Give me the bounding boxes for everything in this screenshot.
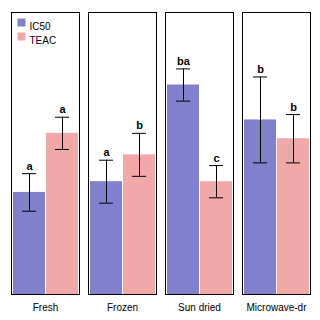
svg-text:b: b [257,63,264,75]
svg-text:ba: ba [177,55,191,67]
svg-text:a: a [26,160,33,172]
svg-text:Frozen: Frozen [107,302,138,313]
svg-text:Fresh: Fresh [33,302,59,313]
svg-text:a: a [103,146,110,158]
svg-text:IC50: IC50 [30,21,52,32]
svg-text:Sun dried: Sun dried [178,302,221,313]
svg-text:Microwave-dr: Microwave-dr [246,302,307,313]
svg-text:b: b [290,101,297,113]
svg-text:b: b [136,119,143,131]
svg-text:TEAC: TEAC [30,35,57,46]
svg-text:c: c [213,152,219,164]
svg-text:a: a [59,103,66,115]
